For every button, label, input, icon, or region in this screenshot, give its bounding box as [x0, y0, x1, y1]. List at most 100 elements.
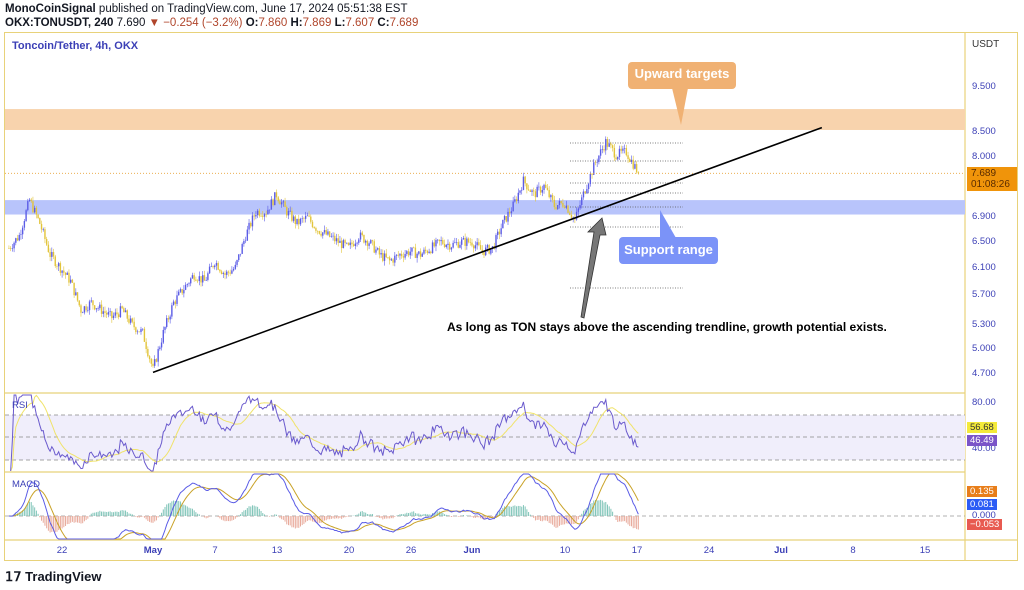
candle [457, 242, 459, 248]
candle [349, 242, 351, 246]
candle [436, 239, 439, 241]
rsi-tick: 80.00 [972, 397, 996, 408]
target-callout-text: Upward targets [634, 66, 730, 81]
candle [572, 217, 574, 218]
candle [423, 249, 425, 254]
candle [601, 149, 604, 150]
last-price-tag: 7.689 01:08:26 [967, 167, 1017, 191]
candle [268, 209, 271, 211]
candle [606, 139, 609, 147]
candle [222, 273, 225, 274]
candle [286, 207, 288, 216]
candle [57, 263, 60, 267]
candle [243, 240, 245, 245]
candle [260, 215, 262, 217]
candle [37, 214, 39, 218]
time-tick: 24 [703, 545, 715, 556]
candle [301, 218, 303, 219]
candle [361, 232, 363, 235]
candle [419, 251, 422, 257]
rsi-ma-line [10, 394, 639, 472]
candle [483, 251, 485, 256]
candle [332, 235, 334, 237]
candle [116, 312, 118, 315]
candle [188, 283, 190, 285]
candle [123, 308, 125, 313]
candle [140, 329, 142, 333]
candle [414, 247, 417, 258]
candle [227, 271, 230, 273]
candle [340, 240, 343, 249]
candle [147, 349, 149, 357]
candle [433, 242, 435, 247]
candle [236, 260, 238, 265]
candle [438, 239, 441, 242]
candle [618, 148, 621, 158]
candle [313, 227, 315, 229]
candle [581, 197, 583, 206]
candle [466, 238, 468, 246]
candle [352, 244, 355, 247]
candle [176, 295, 178, 304]
time-tick: 22 [56, 545, 68, 556]
candle [83, 306, 86, 313]
candle [400, 253, 403, 257]
candle [294, 216, 297, 225]
candle [99, 304, 101, 309]
candle [136, 331, 139, 333]
macd-label: MACD [12, 479, 40, 490]
author[interactable]: MonoCoinSignal [5, 3, 96, 15]
candle [527, 189, 530, 191]
candle [596, 162, 598, 163]
candle [402, 256, 405, 258]
rsi-line [10, 394, 639, 472]
price-tick: 5.700 [972, 289, 996, 301]
candle [152, 363, 154, 366]
candle [615, 157, 617, 160]
candle [519, 190, 521, 193]
candle [555, 207, 557, 210]
high-label: H: [290, 17, 303, 29]
candle [328, 231, 331, 237]
open-label: O: [245, 17, 259, 29]
candle [159, 347, 161, 350]
candle [40, 223, 43, 230]
candle [610, 143, 612, 146]
candle [347, 242, 350, 246]
candle [126, 310, 128, 319]
candle [246, 229, 249, 241]
candle [373, 241, 375, 253]
candle [135, 327, 137, 332]
currency-label[interactable]: USDT [972, 39, 1000, 50]
candle [416, 253, 418, 258]
candle [45, 239, 48, 245]
tv-logo-icon: 𝟣𝟩 [5, 569, 26, 584]
candle [473, 245, 475, 249]
rsi-label: RSI [12, 400, 28, 411]
candle [112, 315, 115, 319]
candle [150, 359, 152, 364]
candle [81, 312, 84, 314]
candle [68, 272, 70, 283]
candle [308, 215, 310, 217]
candle [363, 234, 365, 243]
open-value: 7.860 [258, 17, 288, 29]
candle [18, 234, 20, 241]
candle [495, 235, 497, 249]
price-tick: 5.000 [972, 342, 996, 354]
candle [567, 205, 569, 213]
candle [162, 329, 164, 343]
publish-info: published on TradingView.com, June 17, 2… [98, 3, 408, 15]
candle [114, 312, 116, 316]
candle [471, 242, 473, 246]
candle [368, 243, 370, 246]
candle [277, 197, 279, 202]
candle [512, 201, 514, 212]
tradingview-logo[interactable]: 𝟣𝟩 TradingView [5, 569, 102, 585]
price-tick: 6.500 [972, 235, 996, 247]
candle [546, 187, 549, 190]
candle [497, 231, 499, 236]
candle [543, 184, 545, 190]
candle [366, 240, 369, 246]
